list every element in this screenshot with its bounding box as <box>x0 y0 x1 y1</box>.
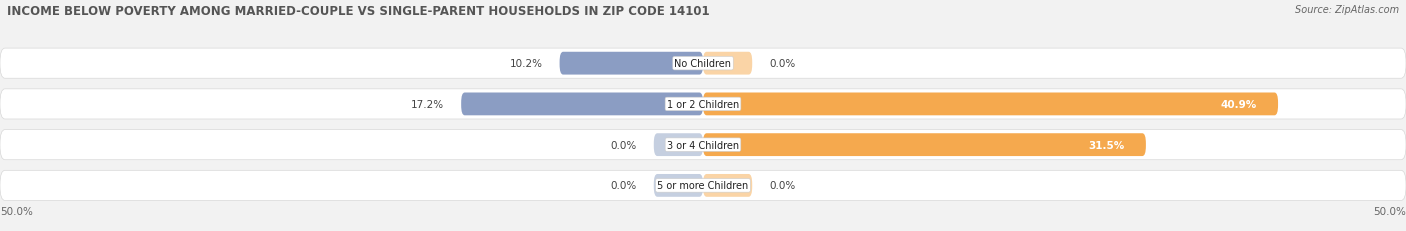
Text: 5 or more Children: 5 or more Children <box>658 181 748 191</box>
Text: 40.9%: 40.9% <box>1220 100 1257 109</box>
FancyBboxPatch shape <box>703 93 1278 116</box>
Text: 17.2%: 17.2% <box>411 100 444 109</box>
Text: 0.0%: 0.0% <box>610 140 637 150</box>
Text: Source: ZipAtlas.com: Source: ZipAtlas.com <box>1295 5 1399 15</box>
Text: 50.0%: 50.0% <box>1374 206 1406 216</box>
FancyBboxPatch shape <box>703 134 1146 156</box>
Text: 0.0%: 0.0% <box>769 59 796 69</box>
Text: 31.5%: 31.5% <box>1088 140 1125 150</box>
FancyBboxPatch shape <box>560 52 703 75</box>
FancyBboxPatch shape <box>0 130 1406 160</box>
FancyBboxPatch shape <box>0 170 1406 201</box>
FancyBboxPatch shape <box>0 49 1406 79</box>
Text: 10.2%: 10.2% <box>510 59 543 69</box>
Text: 50.0%: 50.0% <box>0 206 32 216</box>
FancyBboxPatch shape <box>703 52 752 75</box>
FancyBboxPatch shape <box>703 174 752 197</box>
Text: 0.0%: 0.0% <box>610 181 637 191</box>
Text: 0.0%: 0.0% <box>769 181 796 191</box>
FancyBboxPatch shape <box>654 134 703 156</box>
Text: 1 or 2 Children: 1 or 2 Children <box>666 100 740 109</box>
Text: INCOME BELOW POVERTY AMONG MARRIED-COUPLE VS SINGLE-PARENT HOUSEHOLDS IN ZIP COD: INCOME BELOW POVERTY AMONG MARRIED-COUPL… <box>7 5 710 18</box>
FancyBboxPatch shape <box>461 93 703 116</box>
FancyBboxPatch shape <box>0 89 1406 119</box>
Text: 3 or 4 Children: 3 or 4 Children <box>666 140 740 150</box>
Text: No Children: No Children <box>675 59 731 69</box>
FancyBboxPatch shape <box>654 174 703 197</box>
